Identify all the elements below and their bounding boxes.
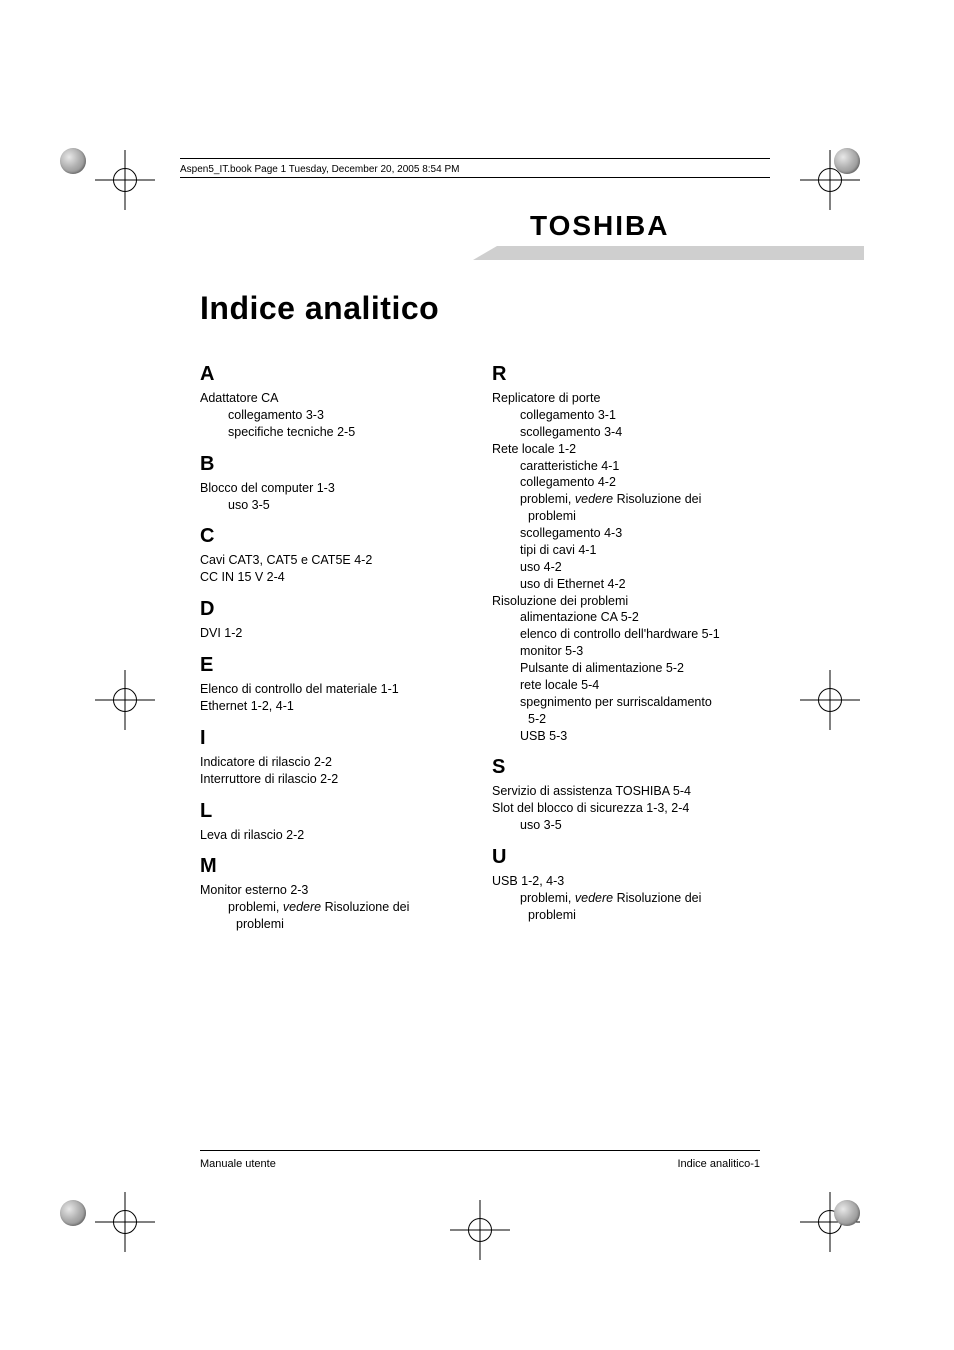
index-subentry: elenco di controllo dell'hardware 5-1 (492, 626, 760, 643)
index-entry: Adattatore CA (200, 390, 468, 407)
index-entry: Rete locale 1-2 (492, 441, 760, 458)
index-subentry: specifiche tecniche 2-5 (200, 424, 468, 441)
binding-dot-icon (834, 1200, 860, 1226)
index-subentry: scollegamento 4-3 (492, 525, 760, 542)
toshiba-logo: TOSHIBA (530, 210, 770, 242)
index-subentry: uso 4-2 (492, 559, 760, 576)
index-subentry: rete locale 5-4 (492, 677, 760, 694)
index-entry: Servizio di assistenza TOSHIBA 5-4 (492, 783, 760, 800)
index-subentry: problemi (492, 508, 760, 525)
index-subentry: collegamento 4-2 (492, 474, 760, 491)
header-grey-bar (497, 246, 864, 260)
footer-left: Manuale utente (200, 1158, 276, 1170)
binding-dot-icon (60, 148, 86, 174)
index-letter: U (492, 844, 760, 871)
index-subentry: problemi, vedere Risoluzione dei (492, 491, 760, 508)
index-letter: L (200, 798, 468, 825)
document-page: Aspen5_IT.book Page 1 Tuesday, December … (0, 0, 954, 1350)
index-subentry: alimentazione CA 5-2 (492, 609, 760, 626)
index-subentry: uso 3-5 (492, 817, 760, 834)
index-letter: S (492, 754, 760, 781)
index-subentry: problemi, vedere Risoluzione dei (492, 890, 760, 907)
index-subentry: spegnimento per surriscaldamento (492, 694, 760, 711)
footer-rule (200, 1150, 760, 1151)
index-entry: DVI 1-2 (200, 625, 468, 642)
index-letter: I (200, 725, 468, 752)
index-entry: CC IN 15 V 2-4 (200, 569, 468, 586)
index-subentry: problemi (200, 916, 468, 933)
index-columns: A Adattatore CAcollegamento 3-3specifiche… (200, 361, 760, 933)
index-letter: D (200, 596, 468, 623)
index-entry: Indicatore di rilascio 2-2 (200, 754, 468, 771)
index-subentry: monitor 5-3 (492, 643, 760, 660)
index-subentry: caratteristiche 4-1 (492, 458, 760, 475)
index-subentry: uso 3-5 (200, 497, 468, 514)
index-subentry: tipi di cavi 4-1 (492, 542, 760, 559)
index-subentry: problemi (492, 907, 760, 924)
index-letter: R (492, 361, 760, 388)
logo-text: TOSHIBA (530, 210, 670, 241)
index-entry: Ethernet 1-2, 4-1 (200, 698, 468, 715)
index-subentry: problemi, vedere Risoluzione dei (200, 899, 468, 916)
crop-mark-icon (95, 1192, 155, 1252)
index-letter: C (200, 523, 468, 550)
index-letter: M (200, 853, 468, 880)
page-footer: Manuale utente Indice analitico-1 (200, 1158, 760, 1170)
crop-mark-icon (95, 150, 155, 210)
header-meta-text: Aspen5_IT.book Page 1 Tuesday, December … (180, 161, 459, 178)
index-subentry: USB 5-3 (492, 728, 760, 745)
index-entry: USB 1-2, 4-3 (492, 873, 760, 890)
index-letter: B (200, 451, 468, 478)
crop-mark-icon (450, 1200, 510, 1260)
index-subentry: scollegamento 3-4 (492, 424, 760, 441)
index-entry: Monitor esterno 2-3 (200, 882, 468, 899)
index-subentry: collegamento 3-3 (200, 407, 468, 424)
page-title: Indice analitico (200, 290, 760, 327)
index-subentry: 5-2 (492, 711, 760, 728)
index-subentry: collegamento 3-1 (492, 407, 760, 424)
index-letter: E (200, 652, 468, 679)
binding-dot-icon (60, 1200, 86, 1226)
header-meta-box: Aspen5_IT.book Page 1 Tuesday, December … (180, 158, 770, 178)
page-content: Indice analitico AAdattatore CAcollegame… (200, 290, 760, 933)
footer-right: Indice analitico-1 (677, 1158, 760, 1170)
index-column-left: A Adattatore CAcollegamento 3-3specifiche… (200, 361, 468, 933)
index-subentry: uso di Ethernet 4-2 (492, 576, 760, 593)
index-column-right: RReplicatore di portecollegamento 3-1sco… (492, 361, 760, 933)
index-entry: Elenco di controllo del materiale 1-1 (200, 681, 468, 698)
index-entry: Blocco del computer 1-3 (200, 480, 468, 497)
index-entry: Risoluzione dei problemi (492, 593, 760, 610)
binding-dot-icon (834, 148, 860, 174)
index-entry: Replicatore di porte (492, 390, 760, 407)
index-entry: Slot del blocco di sicurezza 1-3, 2-4 (492, 800, 760, 817)
index-subentry: Pulsante di alimentazione 5-2 (492, 660, 760, 677)
index-letter: A (200, 361, 468, 388)
index-entry: Interruttore di rilascio 2-2 (200, 771, 468, 788)
index-entry: Cavi CAT3, CAT5 e CAT5E 4-2 (200, 552, 468, 569)
crop-mark-icon (800, 670, 860, 730)
crop-mark-icon (95, 670, 155, 730)
index-entry: Leva di rilascio 2-2 (200, 827, 468, 844)
